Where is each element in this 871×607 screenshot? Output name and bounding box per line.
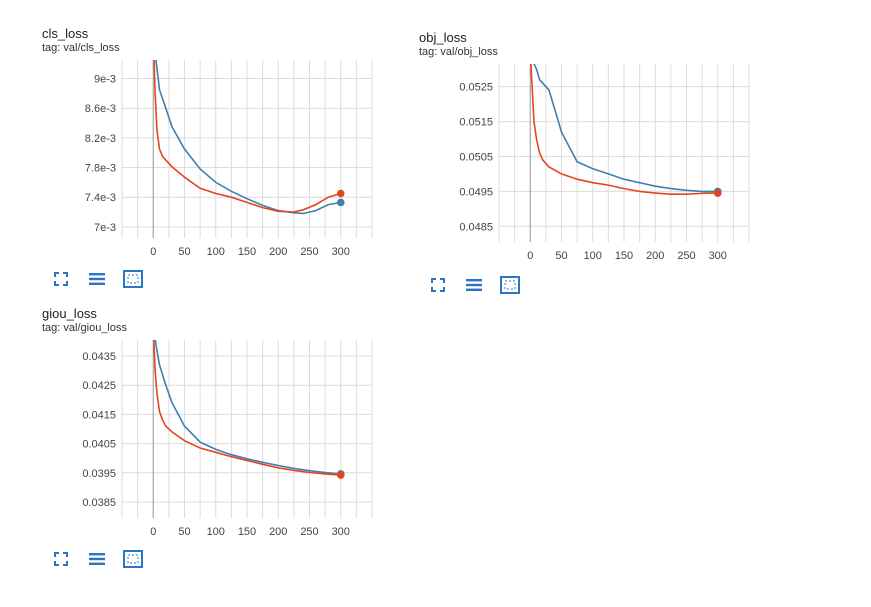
toggle-lines-button[interactable]	[463, 274, 485, 296]
x-tick-label: 0	[527, 250, 533, 262]
x-tick-label: 300	[332, 246, 350, 258]
chart-subtitle: tag: val/cls_loss	[42, 42, 120, 54]
chart-title: cls_loss	[42, 26, 89, 41]
fit-domain-icon	[500, 276, 520, 294]
fit-domain-icon	[123, 550, 143, 568]
y-tick-label: 7.8e-3	[85, 163, 116, 175]
y-tick-label: 8.6e-3	[85, 103, 116, 115]
series-end-point-2	[336, 471, 345, 479]
fullscreen-button[interactable]	[50, 548, 72, 570]
chart-card-cls-loss: cls_loss tag: val/cls_loss 7e-3 7.4e-3 7.8…	[42, 26, 422, 306]
chart-toolbar	[50, 548, 144, 570]
x-tick-label: 150	[615, 250, 633, 262]
obj-loss-plot[interactable]: 0.0485 0.0495 0.0505 0.0515 0.0525 0 50 100 150 2…	[419, 64, 759, 274]
chart-subtitle: tag: val/giou_loss	[42, 322, 127, 334]
series-line-2	[153, 340, 341, 476]
chart-toolbar	[50, 268, 144, 290]
y-tick-label: 0.0425	[82, 380, 116, 392]
chart-card-obj-loss: obj_loss tag: val/obj_loss 0.0485 0.0495 0…	[419, 30, 799, 310]
x-tick-label: 300	[709, 250, 727, 262]
y-tick-label: 0.0385	[82, 497, 116, 509]
fit-domain-icon	[123, 270, 143, 288]
y-tick-label: 8.2e-3	[85, 133, 116, 145]
series-line-2	[530, 64, 718, 195]
x-tick-label: 200	[269, 246, 287, 258]
y-tick-label: 7e-3	[94, 222, 116, 234]
toggle-lines-button[interactable]	[86, 268, 108, 290]
x-tick-label: 200	[269, 526, 287, 538]
toggle-lines-icon	[88, 271, 106, 287]
y-tick-label: 0.0525	[459, 82, 493, 94]
x-tick-label: 150	[238, 246, 256, 258]
y-tick-label: 0.0515	[459, 117, 493, 129]
fullscreen-icon	[430, 277, 446, 293]
x-tick-label: 100	[207, 246, 225, 258]
x-tick-label: 250	[300, 246, 318, 258]
series-line-1	[154, 340, 341, 475]
series-group	[153, 60, 342, 215]
fullscreen-icon	[53, 271, 69, 287]
chart-title: obj_loss	[419, 30, 467, 45]
series-line-1	[155, 60, 341, 215]
y-tick-label: 0.0435	[82, 351, 116, 363]
x-tick-label: 0	[150, 246, 156, 258]
y-tick-label: 0.0415	[82, 409, 116, 421]
y-tick-label: 0.0495	[459, 186, 493, 198]
series-line-2	[153, 60, 342, 213]
x-tick-label: 250	[677, 250, 695, 262]
y-tick-label: 7.4e-3	[85, 192, 116, 204]
fit-domain-button[interactable]	[122, 268, 144, 290]
x-tick-label: 100	[207, 526, 225, 538]
y-tick-label: 0.0405	[82, 439, 116, 451]
fit-domain-button[interactable]	[499, 274, 521, 296]
series-end-point-1	[336, 198, 345, 207]
chart-toolbar	[427, 274, 521, 296]
series-line-1	[533, 64, 718, 193]
fullscreen-icon	[53, 551, 69, 567]
x-tick-label: 150	[238, 526, 256, 538]
x-tick-label: 0	[150, 526, 156, 538]
x-tick-label: 50	[555, 250, 567, 262]
y-tick-label: 0.0505	[459, 151, 493, 163]
x-tick-label: 250	[300, 526, 318, 538]
x-tick-label: 50	[178, 526, 190, 538]
series-group	[530, 64, 718, 195]
chart-title: giou_loss	[42, 306, 97, 321]
series-end-point-2	[713, 189, 722, 197]
series-end-point-2	[336, 189, 345, 198]
fullscreen-button[interactable]	[50, 268, 72, 290]
x-tick-label: 200	[646, 250, 664, 262]
x-tick-label: 300	[332, 526, 350, 538]
chart-subtitle: tag: val/obj_loss	[419, 46, 498, 58]
cls-loss-plot[interactable]: 7e-3 7.4e-3 7.8e-3 8.2e-3 8.6e-3 9e-3 0 50 100 15…	[42, 60, 382, 270]
fit-domain-button[interactable]	[122, 548, 144, 570]
toggle-lines-icon	[465, 277, 483, 293]
y-tick-label: 0.0485	[459, 221, 493, 233]
y-tick-label: 0.0395	[82, 468, 116, 480]
series-group	[153, 340, 341, 476]
fullscreen-button[interactable]	[427, 274, 449, 296]
chart-card-giou-loss: giou_loss tag: val/giou_loss 0.0385 0.039…	[42, 306, 422, 586]
y-tick-label: 9e-3	[94, 74, 116, 86]
toggle-lines-button[interactable]	[86, 548, 108, 570]
x-tick-label: 100	[584, 250, 602, 262]
toggle-lines-icon	[88, 551, 106, 567]
giou-loss-plot[interactable]: 0.0385 0.0395 0.0405 0.0415 0.0425 0.0435 0 50 1…	[42, 340, 382, 550]
x-tick-label: 50	[178, 246, 190, 258]
